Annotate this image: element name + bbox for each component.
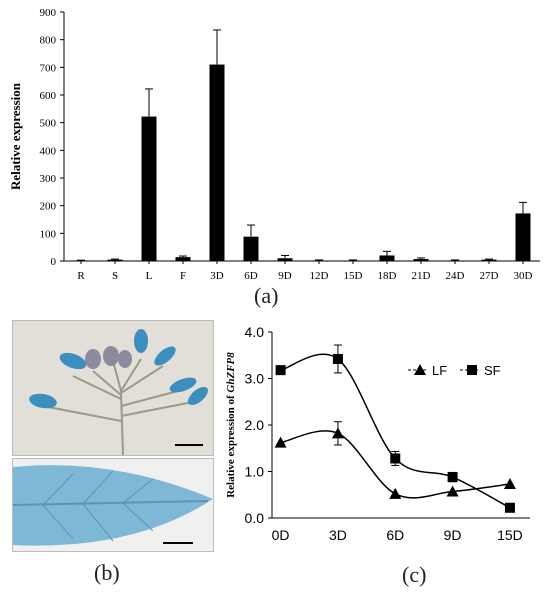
bar [413, 259, 429, 261]
inflorescence-image [13, 321, 213, 455]
y-tick-label: 600 [40, 90, 57, 102]
y-tick-label: 2.0 [245, 417, 265, 433]
triangle-marker [331, 427, 344, 439]
bar [379, 255, 395, 261]
bar [277, 258, 293, 261]
x-tick-label: 3D [210, 270, 224, 282]
y-tick-label: 4.0 [245, 324, 265, 340]
x-tick-label: 9D [278, 270, 292, 282]
y-tick-label: 1.0 [245, 464, 265, 480]
panel-label-a: (a) [254, 283, 279, 308]
square-marker [504, 502, 515, 513]
panel-label-c: (c) [402, 562, 427, 587]
y-tick-label: 700 [40, 62, 57, 74]
triangle-marker [503, 478, 516, 490]
y-tick-label: 900 [40, 7, 57, 19]
line-chart: 0.0 1.0 2.0 3.0 4.0 0D 3D 6D 9D 15D Relative expre… [225, 324, 530, 543]
bar [311, 260, 327, 261]
square-marker [275, 365, 286, 376]
x-tick-label: 12D [310, 270, 329, 282]
bar [107, 259, 123, 261]
x-tick-label: 6D [244, 270, 258, 282]
legend-label: LF [432, 363, 447, 378]
x-tick-label: L [146, 270, 153, 282]
y-label-gene: GhZFP8 [225, 352, 237, 393]
square-marker [447, 472, 458, 483]
x-tick-label: 15D [344, 270, 363, 282]
y-tick-label: 500 [40, 118, 57, 130]
square-marker [332, 353, 343, 364]
triangle-marker [274, 436, 287, 448]
x-tick-label: R [77, 270, 85, 282]
bar [243, 236, 259, 261]
bar [175, 257, 191, 261]
bar [141, 116, 157, 261]
inflorescence-photo [12, 320, 214, 456]
y-tick-label: 800 [40, 35, 57, 47]
triangle-marker [389, 487, 402, 499]
y-label-text: Relative expression of [225, 393, 237, 498]
y-tick-label: 3.0 [245, 371, 265, 387]
square-marker [390, 453, 401, 464]
x-tick-label: 24D [446, 270, 465, 282]
x-tick-label: 9D [444, 527, 462, 543]
bar [345, 260, 361, 261]
leaf-image [13, 459, 213, 551]
bar [481, 259, 497, 261]
y-tick-label: 0.0 [245, 510, 265, 526]
x-tick-label: 3D [329, 527, 347, 543]
bar-chart: 0 100 200 300 400 500 600 700 800 900 Relative exp… [8, 7, 540, 282]
y-axis-label: Relative expression of GhZFP8 [225, 352, 237, 498]
bar [73, 260, 89, 261]
square-marker [467, 365, 477, 375]
y-tick-label: 200 [40, 201, 57, 213]
triangle-marker [446, 485, 459, 497]
x-tick-label: F [180, 270, 186, 282]
panel-label-b: (b) [94, 560, 120, 585]
y-tick-label: 0 [51, 256, 57, 268]
x-tick-label: S [112, 270, 118, 282]
x-tick-label: 30D [514, 270, 533, 282]
y-axis-label: Relative expression [8, 82, 23, 190]
y-tick-label: 100 [40, 228, 57, 240]
y-tick-label: 400 [40, 145, 57, 157]
x-tick-label: 15D [497, 527, 523, 543]
x-tick-label: 18D [378, 270, 397, 282]
x-tick-label: 0D [272, 527, 290, 543]
y-tick-label: 300 [40, 173, 57, 185]
bar [515, 213, 531, 261]
leaf-photo [12, 458, 214, 552]
legend-label: SF [484, 363, 501, 378]
x-tick-label: 21D [412, 270, 431, 282]
series-line-sf [280, 353, 511, 509]
triangle-marker [414, 364, 426, 375]
bar [447, 260, 463, 261]
x-tick-label: 6D [386, 527, 404, 543]
x-tick-label: 27D [480, 270, 499, 282]
bar [209, 64, 225, 261]
